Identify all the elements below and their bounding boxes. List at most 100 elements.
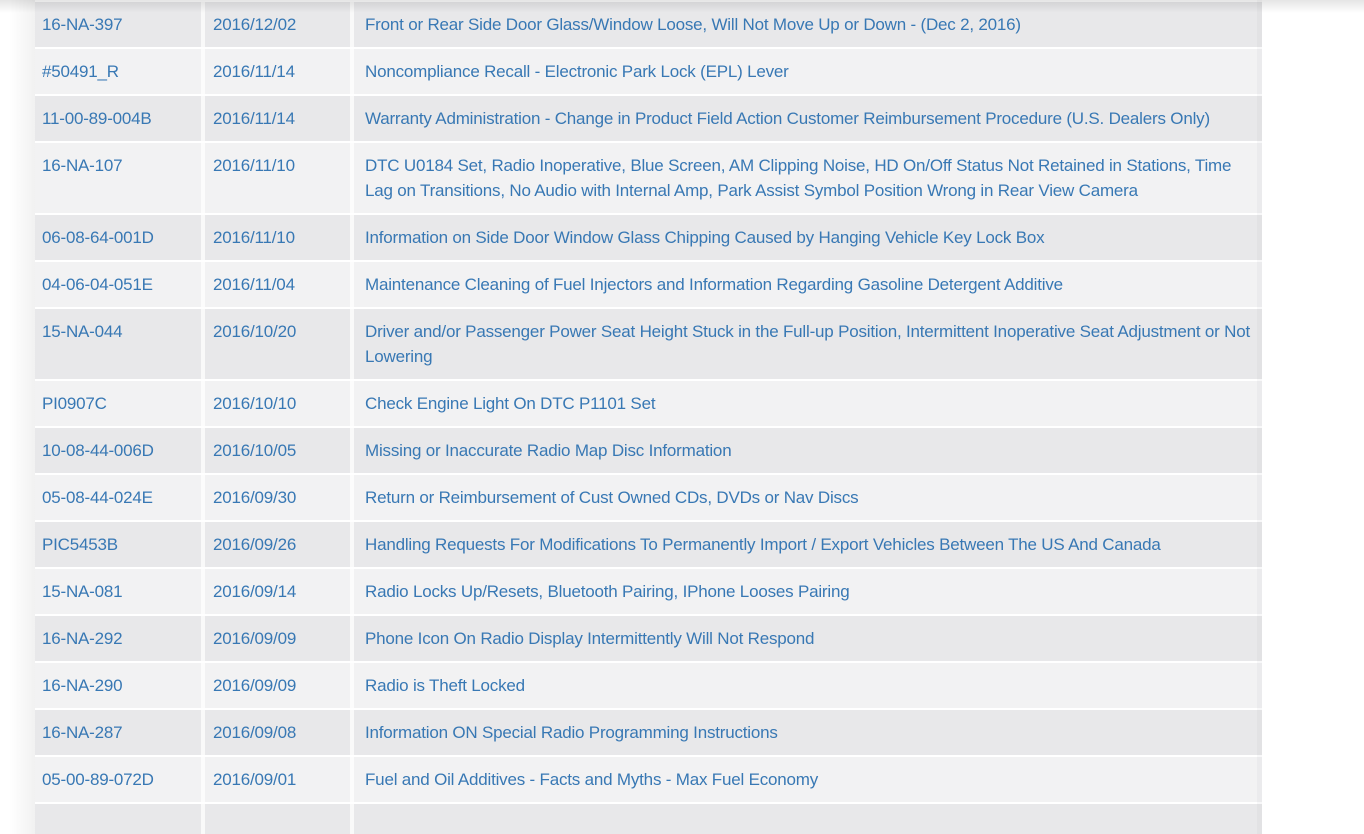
- description-link[interactable]: Radio Locks Up/Resets, Bluetooth Pairing…: [365, 582, 850, 601]
- date-text: 2016/11/10: [213, 156, 295, 175]
- bulletin-id-text: 04-06-04-051E: [42, 275, 153, 294]
- description-cell: Information ON Special Radio Programming…: [350, 710, 1262, 755]
- tsb-row[interactable]: 16-NA-287 2016/09/08 Information ON Spec…: [35, 710, 1262, 755]
- date-text: 2016/11/04: [213, 275, 295, 294]
- bulletin-id-text: 16-NA-292: [42, 629, 123, 648]
- date-text: 2016/11/10: [213, 228, 295, 247]
- date-cell: 2016/11/14: [201, 49, 350, 94]
- description-cell: Handling Requests For Modifications To P…: [350, 522, 1262, 567]
- date-text: 2016/09/08: [213, 723, 297, 742]
- tsb-row[interactable]: #50491_R 2016/11/14 Noncompliance Recall…: [35, 49, 1262, 94]
- tsb-row[interactable]: 16-NA-107 2016/11/10 DTC U0184 Set, Radi…: [35, 143, 1262, 213]
- description-cell: [350, 804, 1262, 834]
- bulletin-id-cell: 16-NA-397: [35, 2, 201, 47]
- tsb-row[interactable]: 16-NA-397 2016/12/02 Front or Rear Side …: [35, 2, 1262, 47]
- bulletin-id-text: 16-NA-107: [42, 156, 123, 175]
- tsb-row[interactable]: 05-08-44-024E 2016/09/30 Return or Reimb…: [35, 475, 1262, 520]
- bulletin-id-cell: 06-08-64-001D: [35, 215, 201, 260]
- bulletin-id-text: 05-00-89-072D: [42, 770, 154, 789]
- date-cell: [201, 804, 350, 834]
- date-text: 2016/09/09: [213, 676, 297, 695]
- description-link[interactable]: Front or Rear Side Door Glass/Window Loo…: [365, 15, 1021, 34]
- date-cell: 2016/09/26: [201, 522, 350, 567]
- bulletin-id-text: 05-08-44-024E: [42, 488, 153, 507]
- description-link[interactable]: Warranty Administration - Change in Prod…: [365, 109, 1210, 128]
- description-cell: Warranty Administration - Change in Prod…: [350, 96, 1262, 141]
- bulletin-id-cell: 16-NA-292: [35, 616, 201, 661]
- date-text: 2016/10/05: [213, 441, 297, 460]
- date-cell: 2016/09/30: [201, 475, 350, 520]
- tsb-row[interactable]: 04-06-04-051E 2016/11/04 Maintenance Cle…: [35, 262, 1262, 307]
- description-link[interactable]: Check Engine Light On DTC P1101 Set: [365, 394, 656, 413]
- date-text: 2016/11/14: [213, 109, 295, 128]
- description-link[interactable]: Maintenance Cleaning of Fuel Injectors a…: [365, 275, 1063, 294]
- date-cell: 2016/09/09: [201, 663, 350, 708]
- tsb-row[interactable]: 05-00-89-072D 2016/09/01 Fuel and Oil Ad…: [35, 757, 1262, 802]
- date-cell: 2016/11/14: [201, 96, 350, 141]
- description-cell: Radio is Theft Locked: [350, 663, 1262, 708]
- tsb-row[interactable]: 16-NA-292 2016/09/09 Phone Icon On Radio…: [35, 616, 1262, 661]
- bulletin-id-cell: 05-00-89-072D: [35, 757, 201, 802]
- description-link[interactable]: Fuel and Oil Additives - Facts and Myths…: [365, 770, 819, 789]
- date-cell: 2016/11/10: [201, 143, 350, 213]
- description-cell: Phone Icon On Radio Display Intermittent…: [350, 616, 1262, 661]
- bulletin-id-cell: 15-NA-081: [35, 569, 201, 614]
- tsb-row[interactable]: 16-NA-290 2016/09/09 Radio is Theft Lock…: [35, 663, 1262, 708]
- bulletin-id-cell: 10-08-44-006D: [35, 428, 201, 473]
- bulletin-id-text: 15-NA-044: [42, 322, 123, 341]
- bulletin-id-text: 11-00-89-004B: [42, 109, 152, 128]
- description-link[interactable]: Radio is Theft Locked: [365, 676, 525, 695]
- tsb-row[interactable]: PI0907C 2016/10/10 Check Engine Light On…: [35, 381, 1262, 426]
- bulletin-id-cell: 11-00-89-004B: [35, 96, 201, 141]
- tsb-row-partial[interactable]: [35, 804, 1262, 834]
- description-link[interactable]: Noncompliance Recall - Electronic Park L…: [365, 62, 789, 81]
- bulletin-id-text: 10-08-44-006D: [42, 441, 154, 460]
- tsb-row[interactable]: 06-08-64-001D 2016/11/10 Information on …: [35, 215, 1262, 260]
- bulletin-id-cell: 04-06-04-051E: [35, 262, 201, 307]
- tsb-row[interactable]: 15-NA-081 2016/09/14 Radio Locks Up/Rese…: [35, 569, 1262, 614]
- tsb-row[interactable]: PIC5453B 2016/09/26 Handling Requests Fo…: [35, 522, 1262, 567]
- bulletin-id-cell: 16-NA-287: [35, 710, 201, 755]
- bulletin-id-text: 15-NA-081: [42, 582, 123, 601]
- tsb-row[interactable]: 11-00-89-004B 2016/11/14 Warranty Admini…: [35, 96, 1262, 141]
- description-link[interactable]: DTC U0184 Set, Radio Inoperative, Blue S…: [365, 156, 1232, 200]
- bulletin-id-cell: 15-NA-044: [35, 309, 201, 379]
- bulletin-id-cell: 16-NA-290: [35, 663, 201, 708]
- description-link[interactable]: Handling Requests For Modifications To P…: [365, 535, 1161, 554]
- description-cell: Maintenance Cleaning of Fuel Injectors a…: [350, 262, 1262, 307]
- date-cell: 2016/09/14: [201, 569, 350, 614]
- date-text: 2016/11/14: [213, 62, 295, 81]
- bulletin-id-cell: PI0907C: [35, 381, 201, 426]
- bulletin-id-text: #50491_R: [42, 62, 119, 81]
- tsb-row[interactable]: 10-08-44-006D 2016/10/05 Missing or Inac…: [35, 428, 1262, 473]
- description-link[interactable]: Driver and/or Passenger Power Seat Heigh…: [365, 322, 1251, 366]
- date-text: 2016/09/14: [213, 582, 297, 601]
- description-link[interactable]: Missing or Inaccurate Radio Map Disc Inf…: [365, 441, 732, 460]
- bulletin-id-text: 06-08-64-001D: [42, 228, 154, 247]
- description-cell: Front or Rear Side Door Glass/Window Loo…: [350, 2, 1262, 47]
- bulletin-id-cell: 16-NA-107: [35, 143, 201, 213]
- date-cell: 2016/09/01: [201, 757, 350, 802]
- description-link[interactable]: Return or Reimbursement of Cust Owned CD…: [365, 488, 859, 507]
- date-text: 2016/09/30: [213, 488, 297, 507]
- description-link[interactable]: Information on Side Door Window Glass Ch…: [365, 228, 1045, 247]
- description-link[interactable]: Phone Icon On Radio Display Intermittent…: [365, 629, 815, 648]
- date-cell: 2016/09/09: [201, 616, 350, 661]
- description-cell: Return or Reimbursement of Cust Owned CD…: [350, 475, 1262, 520]
- bulletin-id-text: 16-NA-397: [42, 15, 123, 34]
- description-cell: Information on Side Door Window Glass Ch…: [350, 215, 1262, 260]
- description-cell: Driver and/or Passenger Power Seat Heigh…: [350, 309, 1262, 379]
- description-cell: Missing or Inaccurate Radio Map Disc Inf…: [350, 428, 1262, 473]
- description-cell: Fuel and Oil Additives - Facts and Myths…: [350, 757, 1262, 802]
- date-cell: 2016/10/20: [201, 309, 350, 379]
- tsb-row[interactable]: 15-NA-044 2016/10/20 Driver and/or Passe…: [35, 309, 1262, 379]
- date-text: 2016/09/26: [213, 535, 297, 554]
- description-cell: Noncompliance Recall - Electronic Park L…: [350, 49, 1262, 94]
- date-text: 2016/10/20: [213, 322, 297, 341]
- bulletin-id-text: PIC5453B: [42, 535, 118, 554]
- date-cell: 2016/09/08: [201, 710, 350, 755]
- description-link[interactable]: Information ON Special Radio Programming…: [365, 723, 778, 742]
- bulletin-id-text: 16-NA-290: [42, 676, 123, 695]
- date-cell: 2016/10/05: [201, 428, 350, 473]
